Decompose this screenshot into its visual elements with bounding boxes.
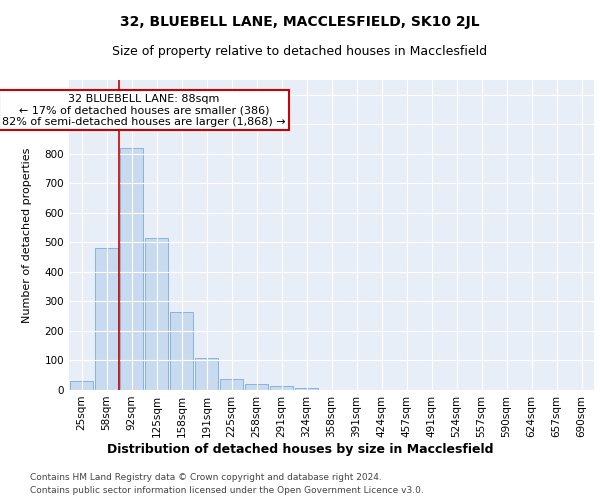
Text: 32 BLUEBELL LANE: 88sqm
← 17% of detached houses are smaller (386)
82% of semi-d: 32 BLUEBELL LANE: 88sqm ← 17% of detache… <box>2 94 286 127</box>
Bar <box>95 248 118 390</box>
Text: Size of property relative to detached houses in Macclesfield: Size of property relative to detached ho… <box>112 45 488 58</box>
Y-axis label: Number of detached properties: Number of detached properties <box>22 148 32 322</box>
Bar <box>195 358 218 390</box>
Bar <box>70 380 93 390</box>
Text: Distribution of detached houses by size in Macclesfield: Distribution of detached houses by size … <box>107 442 493 456</box>
Text: Contains HM Land Registry data © Crown copyright and database right 2024.: Contains HM Land Registry data © Crown c… <box>30 472 382 482</box>
Bar <box>120 148 143 390</box>
Bar <box>270 386 293 390</box>
Bar <box>220 379 243 390</box>
Bar <box>170 312 193 390</box>
Bar <box>295 388 318 390</box>
Bar <box>245 384 268 390</box>
Text: 32, BLUEBELL LANE, MACCLESFIELD, SK10 2JL: 32, BLUEBELL LANE, MACCLESFIELD, SK10 2J… <box>120 15 480 29</box>
Bar <box>145 238 168 390</box>
Text: Contains public sector information licensed under the Open Government Licence v3: Contains public sector information licen… <box>30 486 424 495</box>
